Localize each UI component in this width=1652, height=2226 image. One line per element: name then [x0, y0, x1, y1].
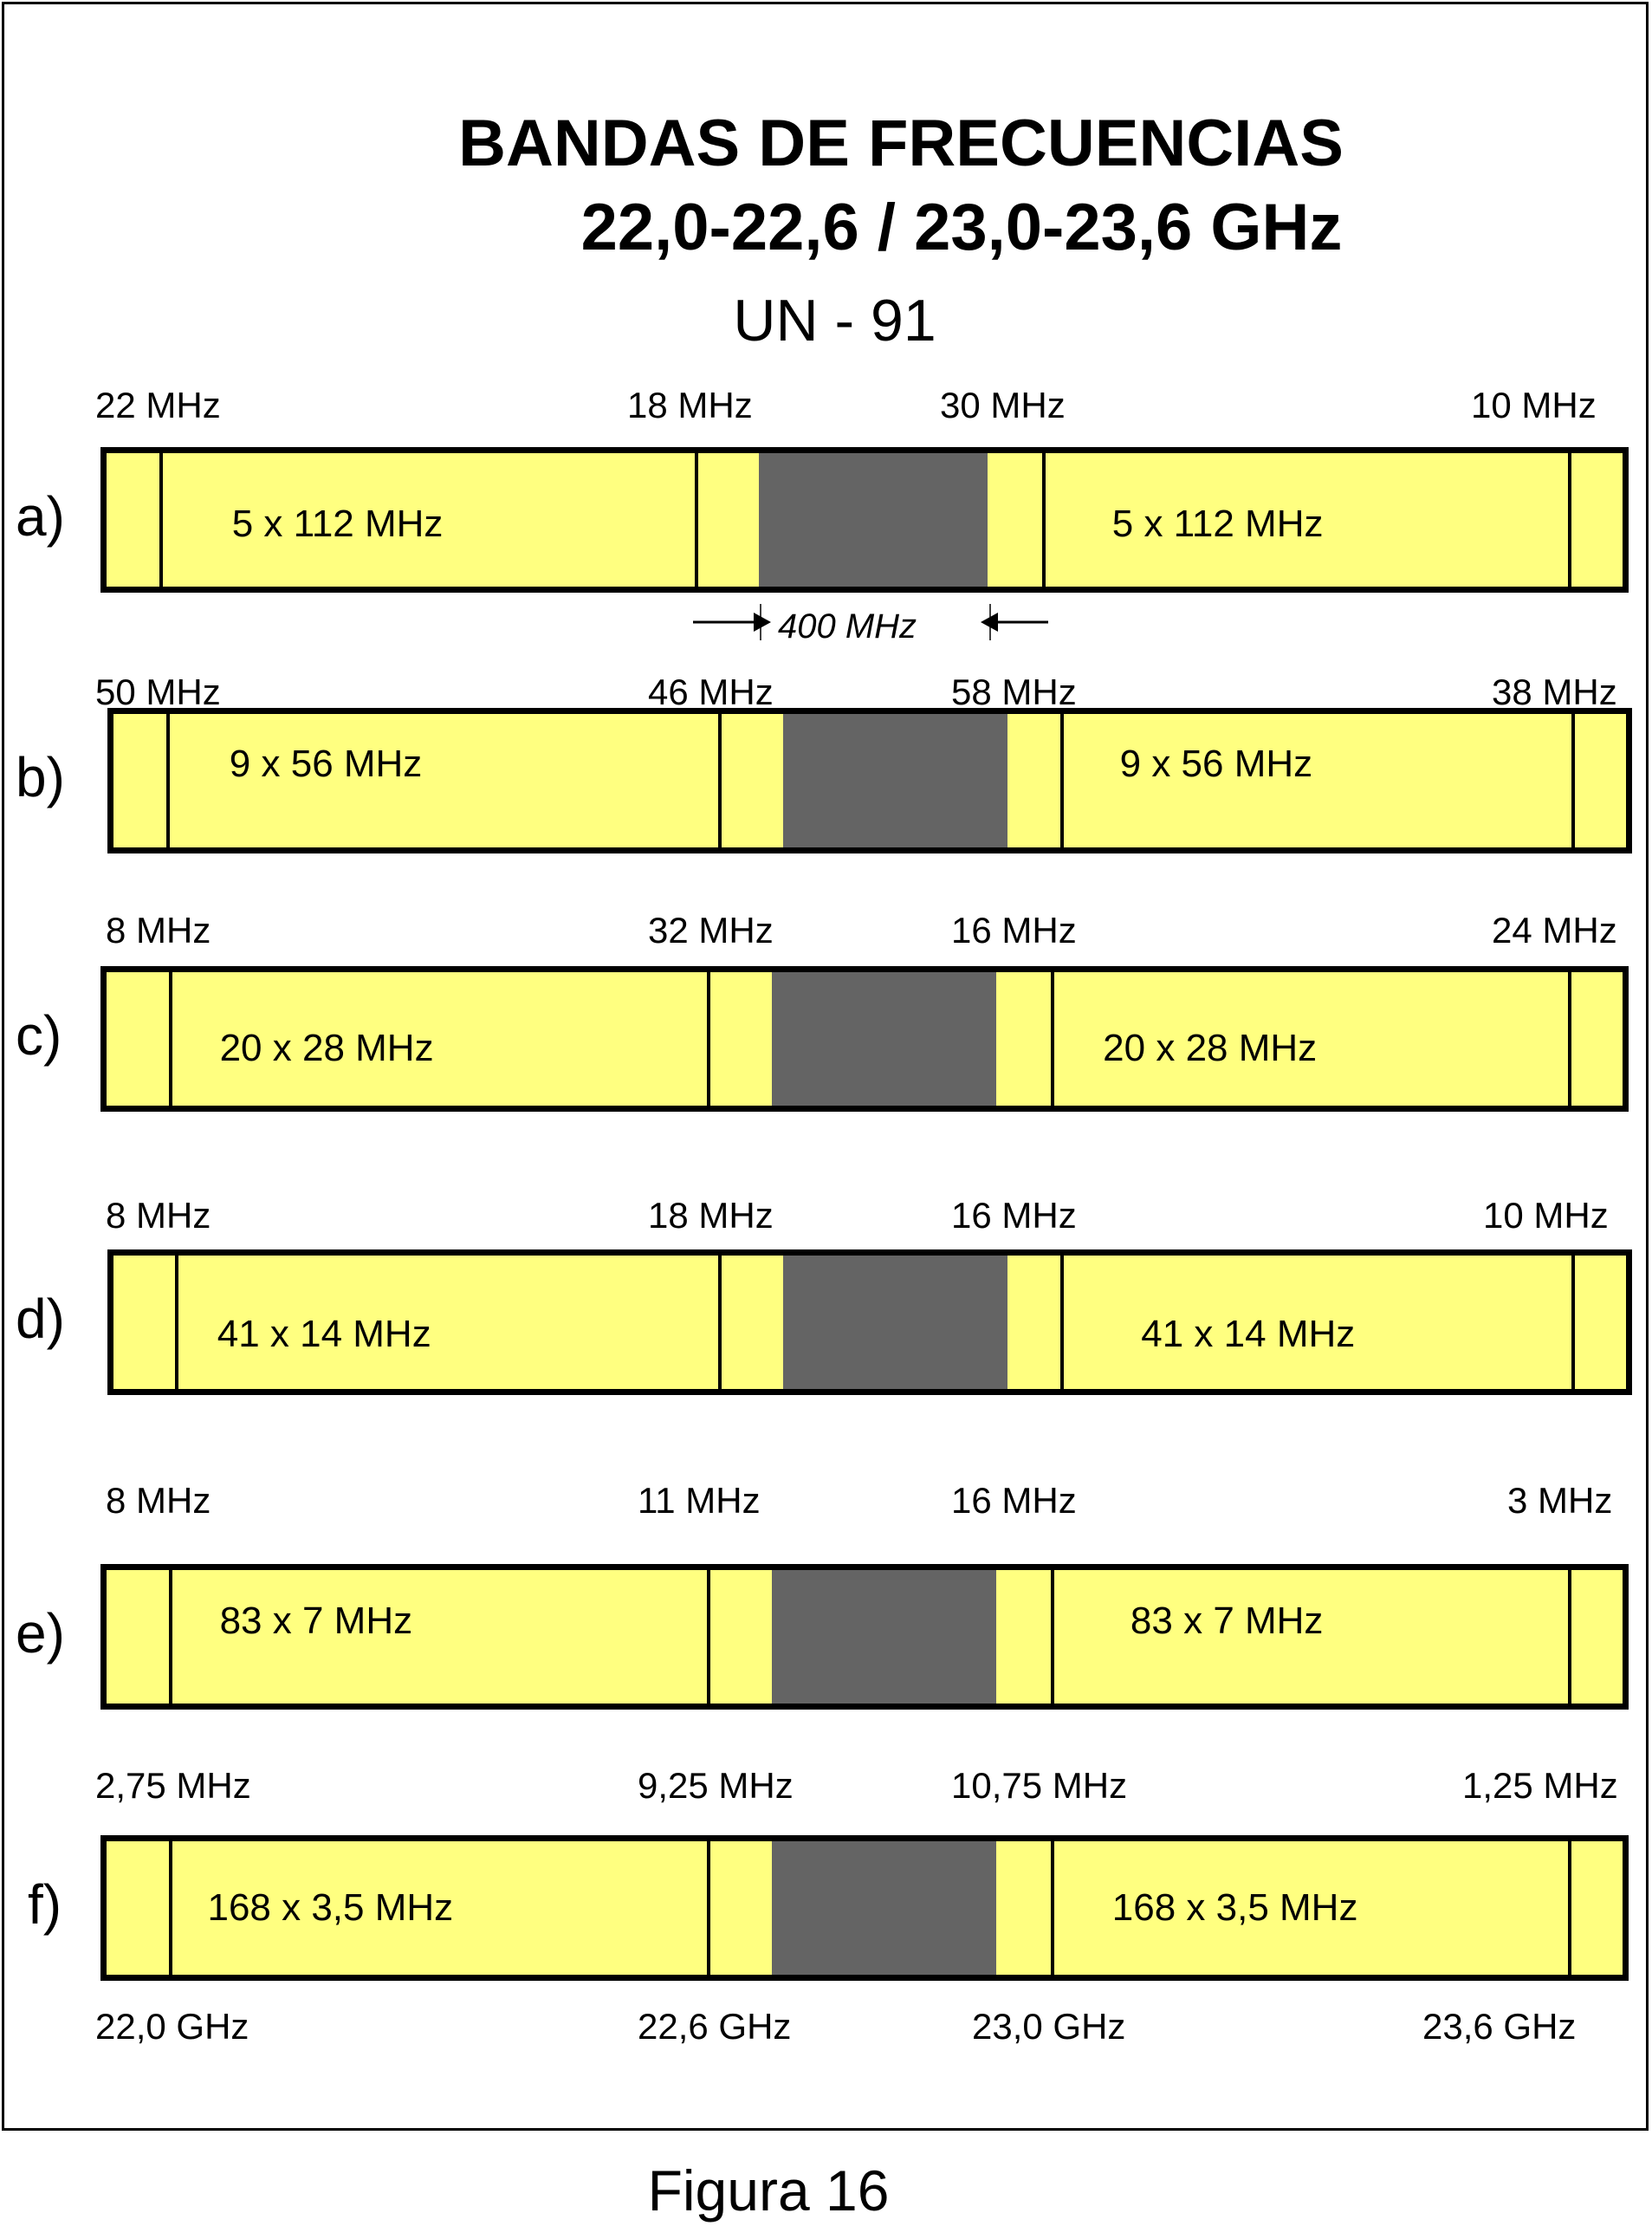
- arrow-left-icon: [981, 613, 998, 632]
- guard-band-label: 9,25 MHz: [638, 1765, 794, 1806]
- row-label-b: b): [16, 746, 65, 808]
- band-divider: [1059, 714, 1064, 847]
- axis-frequency-label: 23,6 GHz: [1422, 2006, 1577, 2047]
- guard-band-label: 30 MHz: [940, 385, 1066, 425]
- guard-band-label: 16 MHz: [951, 910, 1077, 951]
- guard-band-label: 50 MHz: [95, 672, 221, 712]
- band-row-e: [100, 1564, 1629, 1710]
- row-label-c: c): [16, 1004, 62, 1067]
- guard-band-label: 10,75 MHz: [951, 1765, 1128, 1806]
- guard-band-label: 38 MHz: [1492, 672, 1617, 712]
- guard-band-label: 10 MHz: [1471, 385, 1597, 425]
- channel-label: 83 x 7 MHz: [219, 1600, 413, 1642]
- guard-band-label: 18 MHz: [627, 385, 753, 425]
- guard-band-label: 3 MHz: [1507, 1480, 1613, 1521]
- channel-label: 9 x 56 MHz: [1119, 743, 1313, 785]
- band-divider: [1051, 1570, 1054, 1704]
- band-row-f: [100, 1835, 1629, 1981]
- guard-band-label: 24 MHz: [1492, 910, 1617, 951]
- channel-label: 5 x 112 MHz: [1111, 503, 1324, 545]
- band-row-a: [100, 447, 1629, 593]
- center-gap: [772, 972, 997, 1106]
- channel-label: 41 x 14 MHz: [217, 1313, 431, 1355]
- band-divider: [1571, 1256, 1575, 1389]
- axis-frequency-label: 23,0 GHz: [972, 2006, 1126, 2047]
- guard-band-label: 46 MHz: [648, 672, 774, 712]
- band-divider: [1567, 1570, 1571, 1704]
- guard-band-label: 2,75 MHz: [95, 1765, 251, 1806]
- channel-label: 5 x 112 MHz: [231, 503, 444, 545]
- band-divider: [159, 453, 163, 587]
- band-divider: [706, 972, 710, 1106]
- band-divider: [1051, 972, 1054, 1106]
- guard-band-label: 22 MHz: [95, 385, 221, 425]
- band-divider: [706, 1570, 710, 1704]
- channel-label: 41 x 14 MHz: [1141, 1313, 1356, 1355]
- center-gap: [772, 1841, 997, 1975]
- band-divider: [168, 1841, 172, 1975]
- axis-frequency-label: 22,6 GHz: [638, 2006, 792, 2047]
- guard-band-label: 58 MHz: [951, 672, 1077, 712]
- axis-frequency-label: 22,0 GHz: [95, 2006, 249, 2047]
- channel-label: 9 x 56 MHz: [229, 743, 423, 785]
- channel-label: 20 x 28 MHz: [1103, 1027, 1318, 1069]
- center-gap: [783, 714, 1007, 847]
- figure-caption: Figura 16: [647, 2158, 890, 2223]
- center-gap: [783, 1256, 1007, 1389]
- band-divider: [168, 972, 172, 1106]
- title-line-1: BANDAS DE FRECUENCIAS: [458, 107, 1344, 180]
- row-label-e: e): [16, 1602, 65, 1665]
- channel-label: 83 x 7 MHz: [1130, 1600, 1324, 1642]
- band-divider: [168, 1570, 172, 1704]
- guard-band-label: 8 MHz: [106, 1480, 211, 1521]
- channel-label: 168 x 3,5 MHz: [207, 1886, 454, 1929]
- gap-label: 400 MHz: [778, 607, 917, 646]
- guard-band-label: 8 MHz: [106, 910, 211, 951]
- guard-band-label: 1,25 MHz: [1462, 1765, 1618, 1806]
- band-divider: [1041, 453, 1046, 587]
- band-divider: [1051, 1841, 1054, 1975]
- figure-frame: [2, 2, 1649, 2131]
- guard-band-label: 10 MHz: [1483, 1195, 1609, 1236]
- row-label-a: a): [16, 485, 65, 548]
- guard-band-label: 11 MHz: [638, 1480, 761, 1521]
- row-label-f: f): [28, 1873, 62, 1936]
- center-gap: [772, 1570, 997, 1704]
- band-divider: [706, 1841, 710, 1975]
- band-divider: [175, 1256, 179, 1389]
- gap-dimension-marker: [693, 604, 1048, 640]
- band-divider: [1571, 714, 1575, 847]
- band-row-d: [107, 1249, 1632, 1395]
- band-divider: [718, 1256, 722, 1389]
- band-divider: [165, 714, 170, 847]
- row-label-d: d): [16, 1288, 65, 1350]
- guard-band-label: 32 MHz: [648, 910, 774, 951]
- title-line-2: 22,0-22,6 / 23,0-23,6 GHz: [580, 191, 1343, 264]
- channel-label: 20 x 28 MHz: [219, 1027, 434, 1069]
- guard-band-label: 16 MHz: [951, 1480, 1077, 1521]
- band-divider: [1567, 453, 1571, 587]
- guard-band-label: 8 MHz: [106, 1195, 211, 1236]
- guard-band-label: 18 MHz: [648, 1195, 774, 1236]
- band-divider: [1567, 972, 1571, 1106]
- channel-label: 168 x 3,5 MHz: [1111, 1886, 1358, 1929]
- band-row-c: [100, 966, 1629, 1112]
- band-divider: [1567, 1841, 1571, 1975]
- band-divider: [718, 714, 722, 847]
- center-gap: [758, 453, 988, 587]
- guard-band-label: 16 MHz: [951, 1195, 1077, 1236]
- band-divider: [1059, 1256, 1064, 1389]
- title-line-3: UN - 91: [733, 288, 936, 354]
- band-divider: [694, 453, 698, 587]
- band-row-b: [107, 708, 1632, 853]
